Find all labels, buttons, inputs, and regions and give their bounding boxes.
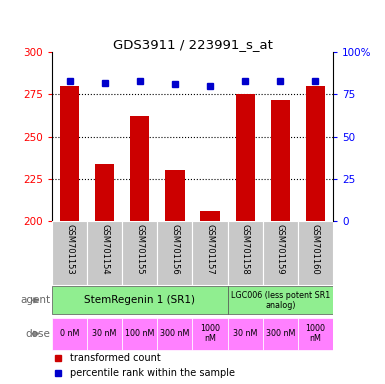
- Text: GSM701157: GSM701157: [206, 224, 214, 275]
- Bar: [298, 318, 333, 349]
- Bar: [306, 86, 325, 221]
- Text: StemRegenin 1 (SR1): StemRegenin 1 (SR1): [84, 295, 195, 305]
- Bar: [157, 318, 192, 349]
- Title: GDS3911 / 223991_s_at: GDS3911 / 223991_s_at: [112, 38, 273, 51]
- Bar: [298, 221, 333, 285]
- Text: GSM701159: GSM701159: [276, 224, 285, 275]
- Text: GSM701155: GSM701155: [135, 224, 144, 275]
- Bar: [192, 318, 228, 349]
- Bar: [228, 221, 263, 285]
- Text: 30 nM: 30 nM: [233, 329, 258, 338]
- Bar: [228, 286, 333, 314]
- Text: transformed count: transformed count: [70, 353, 161, 363]
- Text: 1000
nM: 1000 nM: [200, 324, 220, 343]
- Text: 1000
nM: 1000 nM: [305, 324, 325, 343]
- Bar: [52, 286, 228, 314]
- Text: LGC006 (less potent SR1
analog): LGC006 (less potent SR1 analog): [231, 291, 330, 310]
- Text: GSM701156: GSM701156: [171, 224, 179, 275]
- Bar: [122, 221, 157, 285]
- Text: 30 nM: 30 nM: [92, 329, 117, 338]
- Text: agent: agent: [20, 295, 50, 305]
- Bar: [87, 318, 122, 349]
- Text: GSM701153: GSM701153: [65, 224, 74, 275]
- Text: percentile rank within the sample: percentile rank within the sample: [70, 368, 235, 378]
- Bar: [271, 99, 290, 221]
- Bar: [52, 221, 87, 285]
- Bar: [95, 164, 114, 221]
- Bar: [201, 211, 220, 221]
- Bar: [263, 221, 298, 285]
- Text: 300 nM: 300 nM: [266, 329, 295, 338]
- Text: GSM701154: GSM701154: [100, 224, 109, 275]
- Bar: [165, 170, 184, 221]
- Text: 300 nM: 300 nM: [160, 329, 190, 338]
- Text: dose: dose: [25, 329, 50, 339]
- Bar: [228, 318, 263, 349]
- Bar: [122, 318, 157, 349]
- Text: 0 nM: 0 nM: [60, 329, 79, 338]
- Bar: [263, 318, 298, 349]
- Text: GSM701158: GSM701158: [241, 224, 250, 275]
- Bar: [157, 221, 192, 285]
- Bar: [87, 221, 122, 285]
- Bar: [60, 86, 79, 221]
- Bar: [52, 318, 87, 349]
- Bar: [236, 94, 255, 221]
- Bar: [130, 116, 149, 221]
- Text: 100 nM: 100 nM: [125, 329, 154, 338]
- Text: GSM701160: GSM701160: [311, 224, 320, 275]
- Bar: [192, 221, 228, 285]
